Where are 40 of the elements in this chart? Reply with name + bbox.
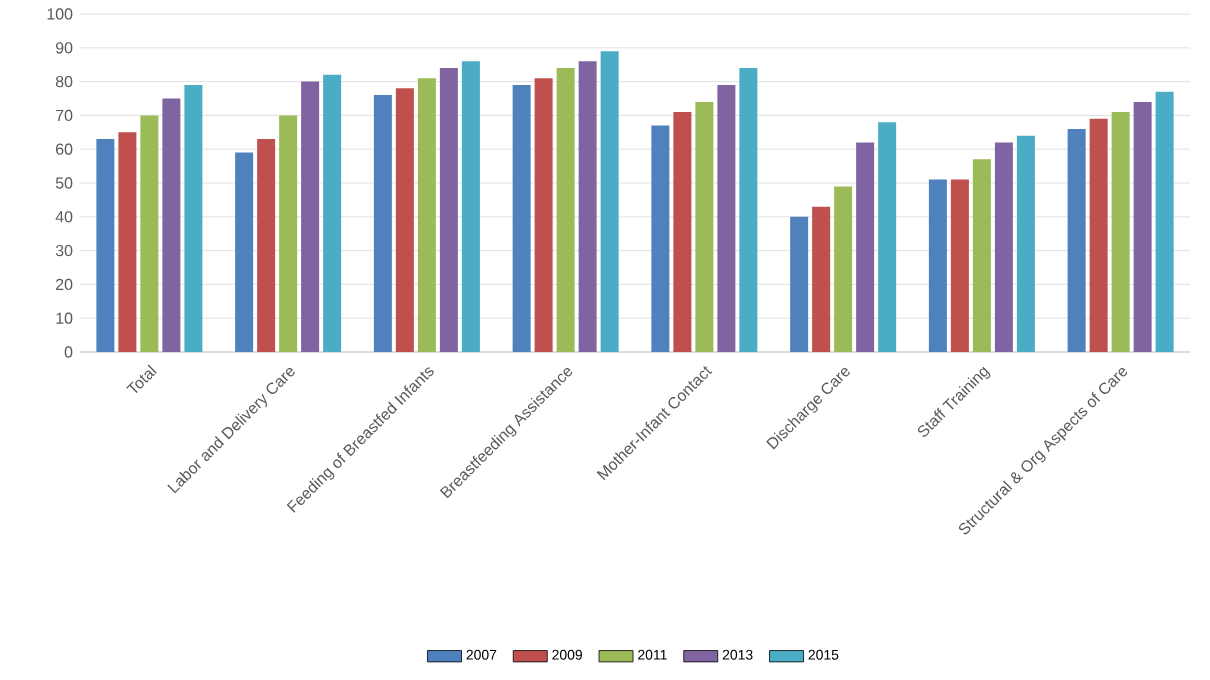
bar: [739, 68, 758, 352]
bar: [994, 142, 1013, 352]
bar: [512, 84, 531, 352]
bar: [395, 88, 414, 352]
bar: [812, 206, 831, 352]
bar: [878, 122, 897, 352]
bar: [373, 95, 392, 352]
bar: [600, 51, 619, 352]
bar: [461, 61, 480, 352]
bar: [1133, 101, 1152, 352]
bar: [834, 186, 853, 352]
bar: [578, 61, 597, 352]
bar: [1067, 128, 1086, 352]
bar: [856, 142, 875, 352]
bar: [140, 115, 159, 352]
bar: [96, 139, 115, 352]
bar: [950, 179, 969, 352]
bar: [972, 159, 991, 352]
bar: [1016, 135, 1035, 352]
bar: [556, 68, 575, 352]
bar: [651, 125, 670, 352]
bar: [323, 74, 342, 352]
bar: [162, 98, 181, 352]
bar: [184, 84, 203, 352]
bar: [534, 78, 553, 352]
bar: [1111, 112, 1130, 352]
bar: [417, 78, 436, 352]
bar: [1089, 118, 1108, 352]
bar: [279, 115, 298, 352]
bar: [790, 216, 809, 352]
bar: [695, 101, 714, 352]
bar: [257, 139, 276, 352]
bar: [717, 84, 736, 352]
bar: [301, 81, 320, 352]
bar: [439, 68, 458, 352]
bar: [928, 179, 947, 352]
bar: [673, 112, 692, 352]
bar: [1155, 91, 1174, 352]
bar: [235, 152, 254, 352]
bar: [118, 132, 137, 352]
